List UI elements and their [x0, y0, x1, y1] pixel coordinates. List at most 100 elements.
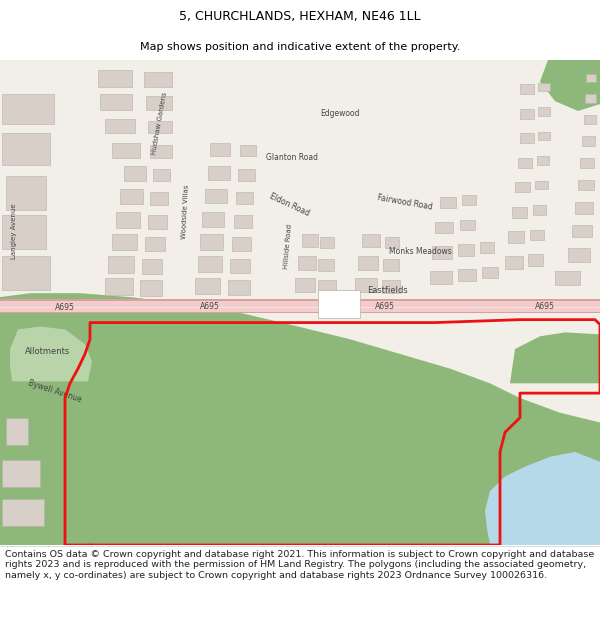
Bar [6, 176, 46, 210]
Bar [298, 256, 316, 269]
Bar [432, 246, 452, 259]
Text: Monks Meadows: Monks Meadows [389, 246, 451, 256]
Bar [105, 278, 133, 295]
Bar [535, 181, 548, 189]
Bar [124, 166, 146, 181]
Bar [120, 189, 143, 204]
Bar [430, 271, 452, 284]
Bar [2, 256, 50, 290]
Bar [482, 267, 498, 279]
Bar [195, 278, 220, 294]
Bar [572, 224, 592, 238]
Bar [2, 94, 54, 124]
Text: Contains OS data © Crown copyright and database right 2021. This information is : Contains OS data © Crown copyright and d… [5, 550, 594, 580]
Bar [318, 290, 360, 318]
Bar [538, 82, 550, 91]
Bar [383, 259, 399, 271]
Text: Hillside Road: Hillside Road [283, 224, 293, 269]
Polygon shape [0, 301, 600, 312]
Bar [2, 134, 50, 165]
Bar [146, 96, 172, 110]
Bar [320, 238, 334, 248]
Bar [318, 281, 336, 293]
Bar [148, 215, 167, 229]
Bar [585, 94, 596, 103]
Bar [568, 248, 590, 262]
Bar [508, 231, 524, 243]
Bar [2, 460, 40, 488]
Bar [435, 222, 453, 233]
Text: Bywell Avenue: Bywell Avenue [27, 378, 83, 404]
Bar [150, 192, 168, 205]
Bar [144, 72, 172, 88]
Bar [140, 281, 162, 296]
Bar [382, 281, 400, 293]
Bar [208, 166, 230, 179]
Text: Allotments: Allotments [25, 348, 71, 356]
Bar [148, 121, 172, 134]
Bar [578, 179, 594, 191]
Bar [198, 256, 222, 272]
Bar [584, 115, 596, 124]
Bar [238, 169, 255, 181]
Bar [200, 234, 223, 250]
Bar [355, 278, 377, 292]
Polygon shape [0, 299, 600, 312]
Text: Langley Avenue: Langley Avenue [11, 204, 17, 259]
Polygon shape [540, 60, 600, 111]
Bar [580, 158, 594, 168]
Bar [586, 74, 596, 81]
Bar [512, 207, 527, 217]
Text: Woodside Villas: Woodside Villas [181, 184, 190, 239]
Polygon shape [0, 293, 600, 545]
Bar [105, 119, 135, 134]
Bar [318, 259, 334, 271]
Bar [538, 107, 550, 116]
Bar [458, 269, 476, 281]
Text: A695: A695 [200, 302, 220, 311]
Bar [295, 278, 315, 292]
Bar [462, 195, 476, 205]
Polygon shape [0, 364, 200, 545]
Bar [538, 131, 550, 141]
Text: Eldon Road: Eldon Road [269, 192, 311, 218]
Bar [555, 271, 580, 286]
Bar [537, 156, 549, 165]
Bar [528, 254, 543, 266]
Text: 5, CHURCHLANDS, HEXHAM, NE46 1LL: 5, CHURCHLANDS, HEXHAM, NE46 1LL [179, 10, 421, 23]
Bar [520, 109, 534, 119]
Bar [230, 259, 250, 272]
Polygon shape [485, 452, 600, 545]
Bar [520, 134, 534, 143]
Bar [2, 215, 46, 249]
Text: A695: A695 [535, 302, 555, 311]
Text: Edgewood: Edgewood [320, 109, 360, 118]
Bar [116, 212, 140, 228]
Bar [112, 143, 140, 158]
Bar [362, 234, 380, 247]
Text: Map shows position and indicative extent of the property.: Map shows position and indicative extent… [140, 42, 460, 52]
Bar [6, 418, 28, 445]
Bar [358, 256, 378, 269]
Bar [108, 256, 134, 272]
Bar [112, 234, 137, 250]
Bar [228, 281, 250, 295]
Text: Eastfields: Eastfields [368, 286, 409, 295]
Bar [533, 205, 546, 215]
Bar [530, 229, 544, 240]
Polygon shape [0, 381, 14, 395]
Bar [458, 244, 474, 256]
Bar [515, 182, 530, 192]
Text: Glanton Road: Glanton Road [266, 154, 318, 162]
Text: Hudshaw Gardens: Hudshaw Gardens [152, 92, 169, 156]
Text: Fairwood Road: Fairwood Road [377, 192, 433, 211]
Bar [520, 84, 534, 94]
Bar [240, 145, 256, 156]
Bar [302, 234, 318, 247]
Bar [518, 158, 532, 168]
Bar [142, 259, 162, 274]
Bar [440, 197, 456, 208]
Text: A695: A695 [375, 302, 395, 311]
Bar [145, 238, 165, 251]
Bar [202, 212, 224, 227]
